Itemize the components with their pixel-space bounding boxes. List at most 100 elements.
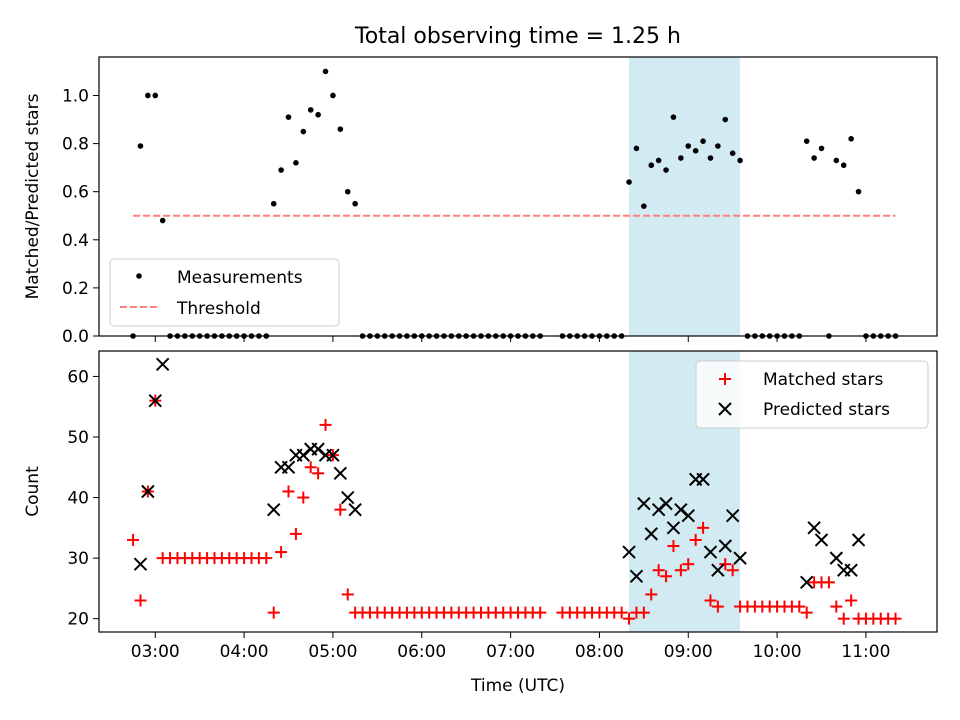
matched-star-point [645,588,658,601]
x-axis-label: Time (UTC) [470,676,565,696]
matched-star-point [845,594,858,607]
matched-star-point [341,588,354,601]
x-tick-label: 08:00 [575,642,624,662]
bottom-y-axis-label: Count [23,466,43,517]
measurement-point [685,143,692,149]
measurement-point [278,167,284,173]
matched-star-point [837,612,850,625]
legend-predicted-label: Predicted stars [763,400,890,420]
measurement-point [330,92,336,99]
legend-threshold-label: Threshold [176,299,261,319]
predicted-star-point [666,521,681,535]
predicted-star-point [266,502,281,517]
measurement-point [641,203,647,209]
measurement-point [840,162,847,169]
x-tick-label: 04:00 [220,642,269,662]
y-tick-label: 20 [67,610,89,630]
predicted-star-point [155,357,170,372]
matched-star-point [267,606,280,619]
top-y-axis-label: Matched/Predicted stars [23,93,43,299]
measurement-point [337,126,344,132]
x-tick-label: 03:00 [131,642,180,662]
measurement-point [811,155,817,161]
matched-star-point [667,540,680,553]
predicted-star-point [814,533,829,547]
observing-window-band [629,57,741,336]
top-axes-frame [98,56,938,337]
chart-title: Total observing time = 1.25 h [354,24,681,49]
matched-star-point [711,600,724,613]
matched-star-point [127,533,140,546]
predicted-star-point [844,563,858,577]
matched-star-point [134,594,147,607]
y-tick-label: 40 [67,489,89,509]
matched-star-point [689,533,702,546]
y-tick-label: 30 [67,549,89,569]
measurement-point [670,114,677,120]
measurement-point [715,143,721,149]
predicted-star-point [718,539,732,553]
top-x-ticks [154,336,867,342]
y-tick-label: 0.2 [62,279,89,299]
matched-star-point [312,467,325,480]
measurement-point [633,145,640,152]
measurement-point [655,157,662,164]
x-tick-label: 07:00 [486,642,535,662]
predicted-star-point [829,551,844,565]
bottom-axes-frame [98,350,938,633]
matched-star-point [304,461,317,474]
measurement-point [678,155,684,161]
predicted-star-point [703,545,718,559]
legend-predicted-marker [718,402,732,416]
measurement-point [707,155,714,161]
predicted-star-point [681,509,695,523]
predicted-star-point [622,545,636,559]
predicted-star-point [348,502,362,517]
predicted-star-point [637,496,651,511]
measurement-point [818,145,825,152]
matched-star-point [534,606,547,619]
matched-star-point [297,491,310,504]
measurement-point [663,167,669,173]
measurement-point [737,157,743,164]
measurement-point [307,107,314,113]
predicted-star-point [281,460,296,474]
matched-star-point [682,558,695,571]
y-tick-label: 0.6 [62,183,89,203]
y-tick-label: 0.0 [62,327,89,347]
predicted-star-point [711,563,725,577]
predicted-star-point [800,575,814,590]
measurement-point [855,188,862,195]
measurement-point [833,157,840,164]
matched-star-point [275,546,288,559]
measurement-point [322,68,329,75]
bottom-legend: Matched stars Predicted stars [695,360,929,429]
matched-star-point [704,594,717,607]
predicted-star-point [341,490,355,505]
matched-star-point [726,564,739,577]
predicted-star-point [629,569,644,583]
y-tick-label: 50 [67,428,89,448]
matched-star-point [719,558,732,571]
measurement-point [803,138,810,144]
measurement-point [315,111,321,118]
legend-matched-marker [719,373,731,385]
matched-star-point [652,564,665,577]
matched-star-point [830,600,843,613]
predicted-star-point [333,466,348,481]
predicted-star-point [133,557,148,571]
y-tick-label: 1.0 [62,86,89,106]
legend-measurements-marker [136,273,142,279]
y-tick-label: 0.4 [62,231,89,251]
x-tick-label: 09:00 [664,642,713,662]
legend-box [695,360,929,429]
bottom-panel: 20 30 40 50 60 03:00 04:00 05:00 06:00 07:00 08:0… [23,350,938,662]
x-tick-label: 05:00 [308,642,357,662]
measurement-point [300,128,307,135]
measurement-point [285,114,292,120]
measurement-point [293,160,299,166]
predicted-star-point [659,496,673,511]
measurement-point [344,188,351,195]
predicted-star-point [148,393,162,408]
